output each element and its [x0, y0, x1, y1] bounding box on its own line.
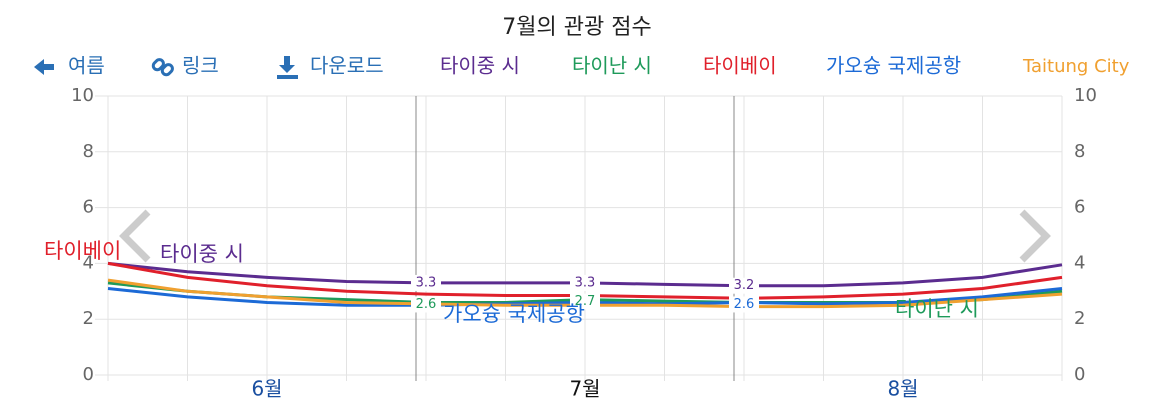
series-annotation: 타이베이	[44, 239, 121, 263]
next-arrow[interactable]	[1019, 209, 1051, 263]
chart-title: 7월의 관광 점수	[502, 15, 651, 40]
toolbar: 여름 링크 다운로드	[34, 54, 384, 79]
data-label: 2.6	[734, 297, 755, 312]
series-annotation: 가오슝 국제공항	[443, 302, 585, 326]
series-annotation: 타이중 시	[160, 242, 244, 266]
data-label: 3.3	[575, 275, 596, 290]
y-tick-label: 8	[83, 141, 94, 162]
prev-arrow[interactable]	[119, 209, 151, 263]
legend-item[interactable]: 타이중 시	[440, 54, 520, 78]
y2-tick-label: 10	[1074, 85, 1097, 106]
data-label-bg	[411, 296, 441, 313]
y2-tick-label: 2	[1074, 308, 1085, 329]
download-icon[interactable]	[277, 56, 298, 79]
y2-tick-label: 8	[1074, 141, 1085, 162]
y-tick-label: 10	[71, 85, 94, 106]
series-annotation: 타이난 시	[895, 297, 979, 321]
back-button[interactable]: 여름	[68, 54, 105, 78]
y2-tick-label: 4	[1074, 252, 1085, 273]
data-label: 3.2	[734, 278, 755, 293]
x-tick-label: 8월	[887, 377, 918, 401]
y2-tick-label: 6	[1074, 197, 1085, 218]
legend-item[interactable]: 타이베이	[703, 54, 777, 78]
y-tick-label: 0	[83, 364, 94, 385]
data-label: 2.7	[575, 294, 596, 309]
x-tick-label: 6월	[251, 377, 282, 401]
data-label-bg	[570, 293, 600, 310]
data-label: 2.6	[416, 297, 437, 312]
y-tick-label: 2	[83, 308, 94, 329]
y-tick-label: 6	[83, 197, 94, 218]
data-label-bg	[411, 274, 441, 291]
legend-item[interactable]: 타이난 시	[572, 54, 652, 78]
data-label-bg	[570, 274, 600, 291]
data-label: 3.3	[416, 275, 437, 290]
back-icon[interactable]	[34, 59, 54, 75]
y-tick-label: 4	[83, 252, 94, 273]
data-label-bg	[729, 277, 759, 294]
link-icon[interactable]	[151, 58, 174, 77]
x-tick-label: 7월	[569, 377, 600, 401]
legend-item[interactable]: Taitung City	[1022, 56, 1130, 77]
y2-tick-label: 0	[1074, 364, 1085, 385]
download-button[interactable]: 다운로드	[310, 54, 384, 78]
data-label-bg	[729, 296, 759, 313]
legend-item[interactable]: 가오슝 국제공항	[826, 54, 961, 78]
link-button[interactable]: 링크	[182, 54, 219, 78]
